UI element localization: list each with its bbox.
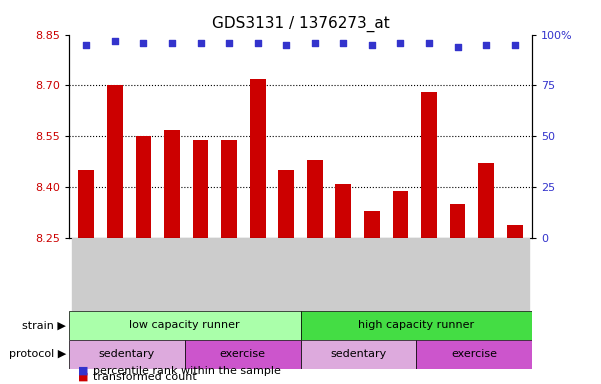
Bar — [386, 238, 415, 311]
Text: strain ▶: strain ▶ — [22, 320, 66, 331]
Bar — [243, 238, 272, 311]
Point — [281, 42, 291, 48]
Point — [338, 40, 348, 46]
Bar — [300, 238, 329, 311]
Bar — [72, 238, 100, 311]
Bar — [221, 140, 237, 238]
Point — [453, 44, 462, 50]
Bar — [416, 340, 532, 369]
Point — [395, 40, 405, 46]
Point — [167, 40, 177, 46]
Text: sedentary: sedentary — [330, 349, 386, 359]
Text: ■: ■ — [78, 366, 88, 376]
Bar — [69, 311, 300, 340]
Bar — [472, 238, 501, 311]
Bar — [69, 340, 185, 369]
Bar — [129, 238, 157, 311]
Bar — [392, 190, 408, 238]
Point — [82, 42, 91, 48]
Bar — [136, 136, 151, 238]
Bar — [164, 129, 180, 238]
Bar — [444, 238, 472, 311]
Bar — [215, 238, 243, 311]
Text: low capacity runner: low capacity runner — [129, 320, 240, 331]
Text: percentile rank within the sample: percentile rank within the sample — [93, 366, 281, 376]
Bar — [250, 79, 266, 238]
Bar — [501, 238, 529, 311]
Text: protocol ▶: protocol ▶ — [9, 349, 66, 359]
Point — [139, 40, 148, 46]
Bar — [78, 170, 94, 238]
Bar — [421, 92, 437, 238]
Bar — [478, 164, 494, 238]
Point — [510, 42, 519, 48]
Text: transformed count: transformed count — [93, 372, 197, 382]
Bar — [415, 238, 444, 311]
Bar — [358, 238, 386, 311]
Bar — [186, 238, 215, 311]
Text: exercise: exercise — [451, 349, 497, 359]
Text: exercise: exercise — [219, 349, 266, 359]
Point — [367, 42, 377, 48]
Point — [481, 42, 491, 48]
Point — [424, 40, 434, 46]
Bar — [193, 140, 209, 238]
Bar — [450, 204, 465, 238]
Text: sedentary: sedentary — [99, 349, 155, 359]
Point — [253, 40, 263, 46]
Bar — [300, 311, 532, 340]
Bar — [329, 238, 358, 311]
Bar — [335, 184, 351, 238]
Bar — [507, 225, 523, 238]
Point — [224, 40, 234, 46]
Bar — [364, 211, 380, 238]
Bar — [300, 340, 416, 369]
Bar — [107, 86, 123, 238]
Title: GDS3131 / 1376273_at: GDS3131 / 1376273_at — [212, 16, 389, 32]
Point — [110, 38, 120, 44]
Bar — [272, 238, 300, 311]
Bar — [307, 160, 323, 238]
Bar — [278, 170, 294, 238]
Text: high capacity runner: high capacity runner — [358, 320, 474, 331]
Point — [310, 40, 320, 46]
Bar — [185, 340, 300, 369]
Bar — [157, 238, 186, 311]
Text: ■: ■ — [78, 372, 88, 382]
Bar — [100, 238, 129, 311]
Point — [196, 40, 206, 46]
